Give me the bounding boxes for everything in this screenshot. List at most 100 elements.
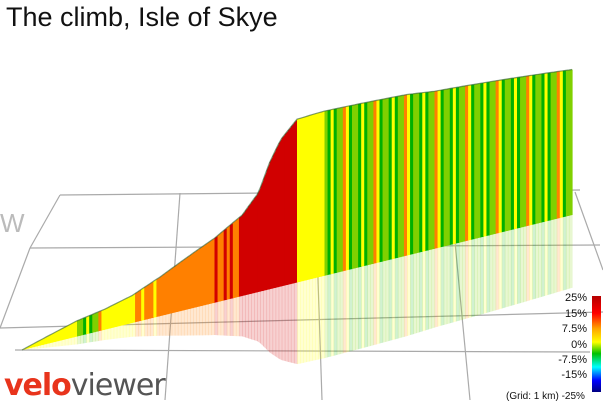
reflection-strip <box>425 250 429 331</box>
reflection-strip <box>171 312 176 336</box>
profile-strip <box>556 71 561 219</box>
grid-scale-note: (Grid: 1 km) -25% <box>506 391 585 402</box>
profile-strip <box>504 78 509 232</box>
reflection-strip <box>183 309 188 336</box>
reflection-strip <box>67 338 72 346</box>
profile-strip <box>306 115 310 281</box>
profile-strip <box>263 170 268 291</box>
reflection-strip <box>492 233 497 312</box>
profile-strip <box>297 118 301 283</box>
reflection-strip <box>214 302 219 336</box>
reflection-strip <box>361 266 365 349</box>
reflection-strip <box>446 245 451 325</box>
profile-strip <box>520 76 524 228</box>
reflection-strip <box>162 314 167 336</box>
reflection-strip <box>538 222 543 298</box>
reflection-strip <box>187 308 191 336</box>
reflection-strip <box>43 344 48 348</box>
profile-strip <box>388 97 393 260</box>
profile-strip <box>465 85 469 242</box>
profile-strip <box>116 301 121 327</box>
reflection-strip <box>382 260 387 343</box>
profile-strip <box>46 335 51 344</box>
reflection-strip <box>501 231 506 309</box>
reflection-strip <box>535 223 539 299</box>
reflection-strip <box>385 260 390 342</box>
profile-strip <box>180 259 185 311</box>
reflection-strip <box>376 262 381 345</box>
profile-strip <box>208 240 213 305</box>
reflection-strip <box>403 255 408 337</box>
profile-strip <box>278 138 283 287</box>
reflection-strip <box>281 285 286 362</box>
profile-strip <box>477 83 481 239</box>
reflection-strip <box>260 290 264 347</box>
reflection-strip <box>397 257 402 339</box>
reflection-strip <box>52 341 57 347</box>
reflection-strip <box>208 303 213 336</box>
reflection-strip <box>330 273 335 357</box>
profile-strip <box>321 111 326 277</box>
reflection-strip <box>150 317 154 337</box>
reflection-strip <box>165 314 170 336</box>
profile-strip <box>529 75 533 226</box>
reflection-strip <box>504 230 509 308</box>
reflection-strip <box>28 347 32 350</box>
profile-strip <box>376 99 381 263</box>
profile-strip <box>431 91 436 250</box>
profile-strip <box>159 275 164 317</box>
profile-strip <box>385 97 390 261</box>
profile-strip <box>309 114 313 280</box>
reflection-strip <box>107 328 112 340</box>
reflection-strip <box>25 348 29 350</box>
reflection-strip <box>199 305 203 336</box>
profile-strip <box>132 293 136 323</box>
reflection-strip <box>40 344 44 349</box>
profile-strip <box>83 316 87 335</box>
profile-strip <box>413 93 417 254</box>
profile-strip <box>364 102 368 267</box>
profile-strip <box>379 99 384 263</box>
legend-label-minus-7-5: -7.5% <box>558 354 587 366</box>
profile-strip <box>336 107 341 273</box>
reflection-strip <box>523 226 527 303</box>
profile-strip <box>254 194 258 293</box>
profile-strip <box>547 72 552 222</box>
reflection-strip <box>556 218 561 293</box>
reflection-strip <box>89 332 93 343</box>
profile-strip <box>266 162 271 290</box>
profile-strip <box>303 116 307 282</box>
reflection-strip <box>64 338 69 346</box>
profile-strip <box>440 89 445 248</box>
reflection-strip <box>284 284 289 362</box>
reflection-strip <box>400 256 405 338</box>
reflection-strip <box>303 280 307 363</box>
reflection-strip <box>565 215 570 290</box>
profile-strip <box>510 77 515 230</box>
reflection-strip <box>159 315 164 336</box>
reflection-strip <box>269 288 274 355</box>
reflection-strip <box>394 257 399 340</box>
profile-strip <box>77 319 81 337</box>
profile-strip <box>559 70 564 218</box>
reflection-strip <box>73 336 78 345</box>
reflection-strip <box>95 331 99 342</box>
reflection-strip <box>373 263 378 346</box>
profile-strip <box>190 253 194 309</box>
reflection-strip <box>220 300 225 336</box>
profile-strip <box>257 187 261 293</box>
profile-strip <box>327 109 332 275</box>
profile-strip <box>165 270 170 315</box>
profile-strip <box>474 83 478 240</box>
reflection-strip <box>498 232 503 310</box>
reflection-strip <box>193 307 197 336</box>
veloviewer-logo[interactable]: veloviewer <box>4 368 166 403</box>
logo-part-velo: velo <box>4 368 72 403</box>
reflection-strip <box>370 263 374 346</box>
reflection-strip <box>428 249 433 330</box>
legend-label-7-5: 7.5% <box>561 323 587 335</box>
profile-strip <box>513 77 518 230</box>
reflection-strip <box>232 297 237 337</box>
reflection-strip <box>379 261 384 344</box>
